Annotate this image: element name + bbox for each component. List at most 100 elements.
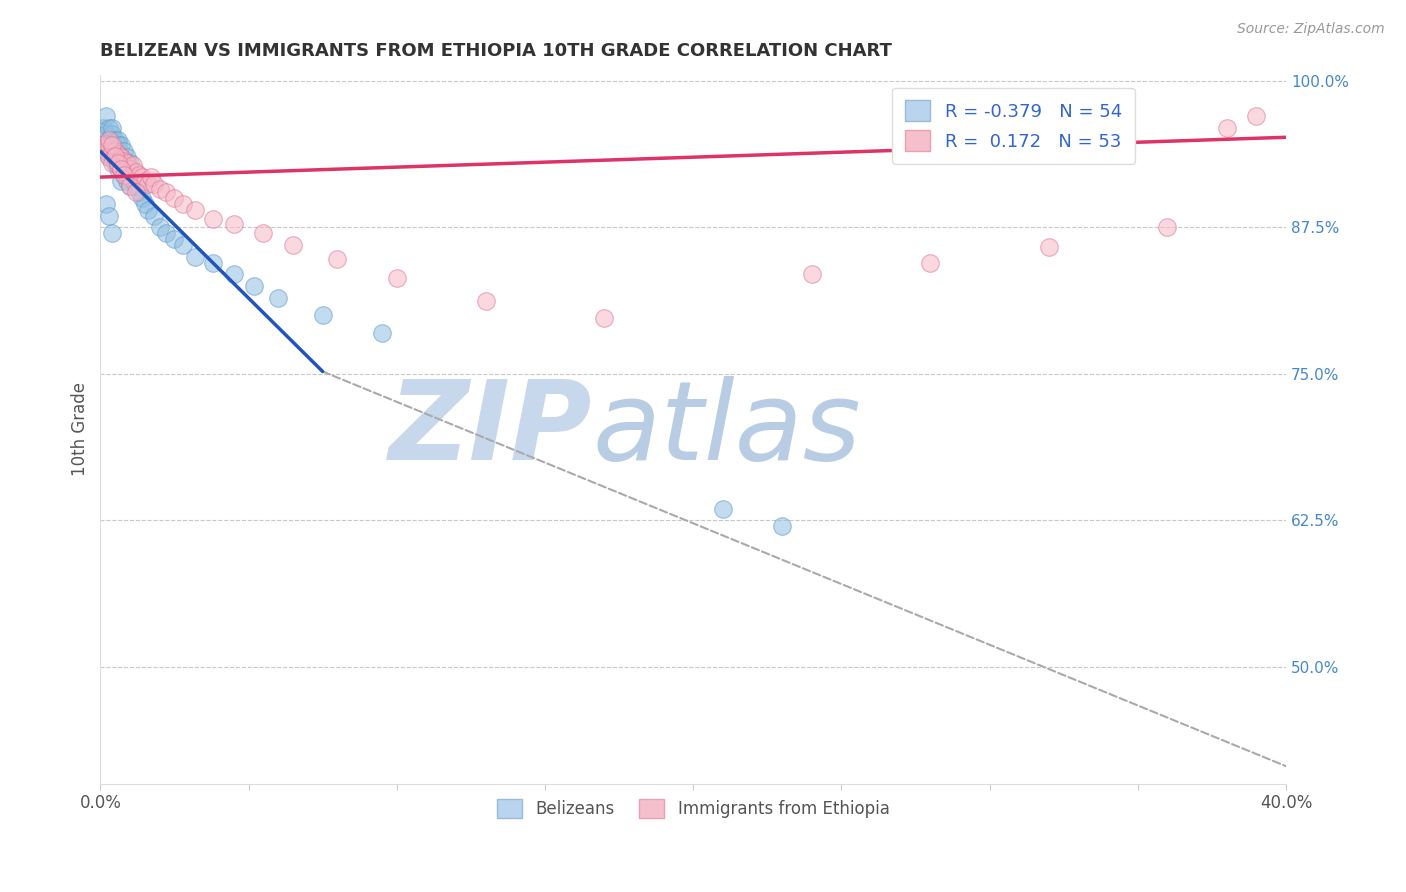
Point (155, 227, 177, 241)
Point (125, 165, 148, 179)
Point (134, 173, 156, 187)
Text: Source: ZipAtlas.com: Source: ZipAtlas.com (1237, 22, 1385, 37)
Point (96, 109, 118, 123)
Point (110, 150, 132, 164)
Point (134, 197, 156, 211)
Point (96, 127, 118, 141)
Point (118, 161, 141, 176)
Point (101, 227, 124, 241)
Point (139, 170, 162, 185)
Point (326, 252, 349, 266)
Text: atlas: atlas (592, 376, 860, 483)
Point (172, 197, 194, 211)
Point (201, 255, 224, 269)
Point (112, 153, 135, 168)
Point (122, 173, 145, 187)
Point (112, 145, 135, 159)
Point (104, 133, 127, 147)
Point (1156, 220, 1178, 235)
Point (107, 150, 129, 164)
Point (371, 326, 394, 340)
Point (920, 255, 942, 269)
Point (104, 149, 127, 163)
Point (118, 179, 141, 194)
Point (593, 310, 616, 325)
Text: ZIP: ZIP (389, 376, 592, 483)
Point (101, 150, 124, 164)
Point (125, 179, 148, 194)
Point (201, 212, 224, 227)
Point (115, 156, 138, 170)
Point (267, 291, 290, 305)
Point (115, 173, 138, 187)
Point (163, 191, 186, 205)
Point (101, 127, 124, 141)
Point (101, 120, 124, 135)
Point (101, 138, 124, 153)
Point (131, 191, 153, 205)
Point (107, 133, 129, 147)
Point (131, 170, 153, 185)
Point (110, 161, 132, 176)
Point (128, 168, 150, 182)
Point (128, 186, 150, 200)
Point (110, 161, 132, 176)
Point (311, 308, 333, 322)
Point (112, 156, 135, 170)
Point (112, 168, 135, 182)
Point (800, 268, 823, 282)
Point (101, 138, 124, 153)
Point (136, 177, 159, 191)
Point (149, 220, 172, 235)
Point (98, 209, 121, 223)
Point (98, 133, 121, 147)
Point (110, 173, 132, 187)
Point (96, 145, 118, 159)
Point (184, 202, 207, 217)
Point (118, 170, 141, 185)
Y-axis label: 10th Grade: 10th Grade (72, 383, 89, 476)
Point (125, 186, 148, 200)
Point (122, 158, 145, 172)
Point (107, 161, 129, 176)
Point (107, 138, 129, 153)
Point (118, 156, 141, 170)
Point (770, 519, 793, 533)
Point (112, 158, 135, 172)
Point (149, 182, 172, 196)
Point (118, 179, 141, 194)
Point (98, 138, 121, 153)
Point (110, 150, 132, 164)
Point (110, 138, 132, 153)
Point (107, 158, 129, 172)
Point (91, 120, 114, 135)
Point (104, 145, 127, 159)
Point (243, 279, 266, 293)
Point (222, 217, 245, 231)
Point (711, 501, 734, 516)
Point (142, 209, 165, 223)
Point (1246, 109, 1268, 123)
Point (107, 146, 129, 161)
Point (104, 150, 127, 164)
Point (115, 161, 138, 176)
Point (98, 150, 121, 164)
Point (104, 145, 127, 159)
Point (98, 120, 121, 135)
Point (96, 197, 118, 211)
Point (98, 133, 121, 147)
Point (101, 145, 124, 159)
Point (115, 150, 138, 164)
Point (112, 168, 135, 182)
Point (98, 150, 121, 164)
Point (104, 156, 127, 170)
Point (110, 161, 132, 176)
Point (91, 138, 114, 153)
Point (98, 145, 121, 159)
Point (107, 156, 129, 170)
Point (385, 270, 408, 285)
Point (281, 238, 304, 252)
Point (155, 186, 177, 200)
Legend: Belizeans, Immigrants from Ethiopia: Belizeans, Immigrants from Ethiopia (491, 792, 896, 825)
Point (252, 227, 274, 241)
